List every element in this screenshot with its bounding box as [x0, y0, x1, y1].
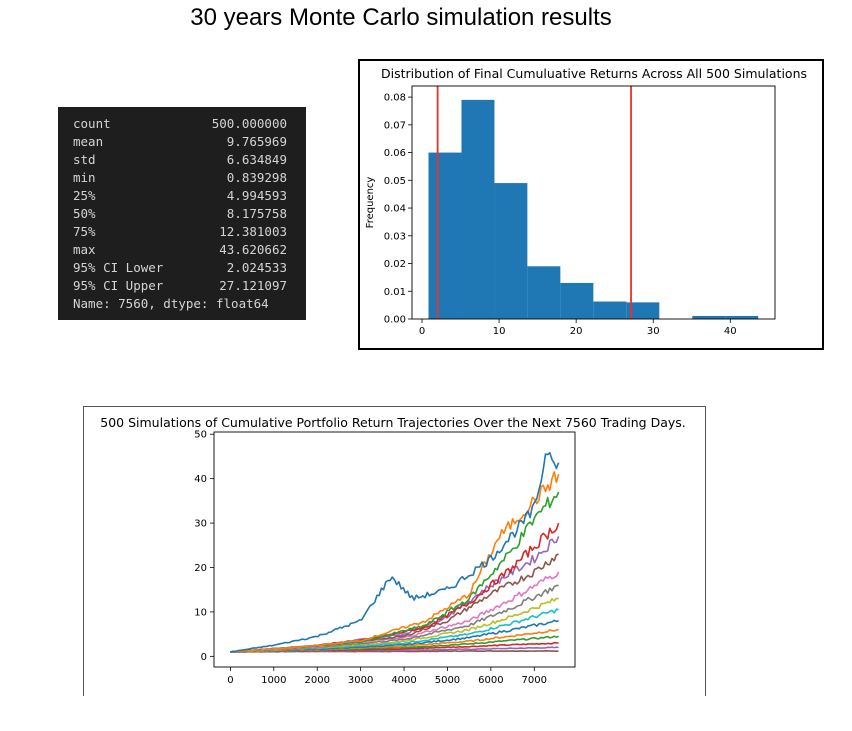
x-tick-label: 6000 — [478, 675, 503, 686]
y-tick-label: 30 — [194, 519, 207, 530]
stats-output-panel: count 500.000000 mean 9.765969 std 6.634849… — [58, 107, 306, 320]
histogram-bar — [725, 315, 759, 319]
y-tick-label: 0.00 — [384, 315, 406, 326]
y-tick-label: 0.06 — [384, 148, 406, 159]
histogram-bar — [527, 266, 561, 319]
y-tick-label: 0.08 — [384, 93, 406, 104]
stat-value: 9.765969 — [226, 134, 287, 149]
x-tick-label: 4000 — [391, 675, 416, 686]
x-tick-label: 20 — [570, 326, 583, 337]
histogram-chart: Distribution of Final Cumuluative Return… — [365, 66, 807, 337]
histogram-bar — [461, 99, 495, 319]
histogram-bar — [494, 183, 528, 319]
histogram-bar — [692, 315, 726, 319]
x-tick-label: 0 — [227, 675, 233, 686]
y-tick-label: 0.03 — [384, 231, 406, 242]
y-tick-label: 40 — [194, 474, 207, 485]
stat-value: 8.175758 — [226, 206, 287, 221]
histogram-plot-frame — [411, 85, 776, 320]
histogram-bar — [593, 301, 627, 319]
stat-row-ci-lower: 95% CI Lower 2.024533 — [73, 259, 306, 277]
x-tick-label: 3000 — [348, 675, 373, 686]
stat-row-max: max 43.620662 — [73, 241, 306, 259]
y-tick-label: 0.05 — [384, 176, 406, 187]
stat-label: max — [73, 242, 96, 257]
trajectory-plot-frame — [213, 431, 576, 668]
stat-label: std — [73, 152, 96, 167]
histogram-bar — [626, 302, 660, 319]
stat-label: mean — [73, 134, 104, 149]
stat-value: 27.121097 — [219, 278, 287, 293]
stat-value: 0.839298 — [226, 170, 287, 185]
y-tick-label: 20 — [194, 563, 207, 574]
stat-label: 95% CI Upper — [73, 278, 164, 293]
histogram-figure: Distribution of Final Cumuluative Return… — [358, 59, 824, 350]
histogram-bar — [560, 282, 594, 319]
x-tick-label: 2000 — [305, 675, 330, 686]
stat-label: min — [73, 170, 96, 185]
x-tick-label: 10 — [493, 326, 506, 337]
stat-label: 25% — [73, 188, 96, 203]
histogram-title: Distribution of Final Cumuluative Return… — [381, 66, 807, 81]
trajectory-title: 500 Simulations of Cumulative Portfolio … — [100, 415, 685, 430]
trajectory-line — [230, 451, 560, 653]
trajectory-chart: 500 Simulations of Cumulative Portfolio … — [100, 415, 685, 686]
stat-value: 500.000000 — [211, 116, 287, 131]
y-tick-label: 50 — [194, 430, 207, 441]
stat-value: 43.620662 — [219, 242, 287, 257]
stat-label: 95% CI Lower — [73, 260, 164, 275]
stat-row-ci-upper: 95% CI Upper 27.121097 — [73, 277, 306, 295]
trajectory-line — [230, 471, 560, 653]
stat-value: 6.634849 — [226, 152, 287, 167]
stat-value: 12.381003 — [219, 224, 287, 239]
y-tick-label: 0 — [201, 652, 207, 663]
stat-row-min: min 0.839298 — [73, 169, 306, 187]
y-tick-label: 0.01 — [384, 287, 406, 298]
stat-row-75pct: 75% 12.381003 — [73, 223, 306, 241]
page-title: 30 years Monte Carlo simulation results — [190, 4, 612, 31]
stat-row-50pct: 50% 8.175758 — [73, 205, 306, 223]
stat-value: 4.994593 — [226, 188, 287, 203]
y-tick-label: 0.07 — [384, 120, 406, 131]
stat-row-count: count 500.000000 — [73, 115, 306, 133]
stat-value: 2.024533 — [226, 260, 287, 275]
stat-row-mean: mean 9.765969 — [73, 133, 306, 151]
x-tick-label: 0 — [419, 326, 425, 337]
stat-row-std: std 6.634849 — [73, 151, 306, 169]
trajectory-line — [230, 553, 559, 653]
stat-label: 75% — [73, 224, 96, 239]
trajectory-figure: 500 Simulations of Cumulative Portfolio … — [83, 406, 706, 696]
y-tick-label: 10 — [194, 607, 207, 618]
histogram-y-axis-label: Frequency — [365, 177, 376, 229]
x-tick-label: 5000 — [435, 675, 460, 686]
y-tick-label: 0.04 — [384, 204, 406, 215]
stat-label: count — [73, 116, 111, 131]
y-tick-label: 0.02 — [384, 259, 406, 270]
x-tick-label: 7000 — [522, 675, 547, 686]
x-tick-label: 30 — [647, 326, 660, 337]
x-tick-label: 40 — [724, 326, 737, 337]
histogram-bar — [428, 152, 462, 319]
stat-row-25pct: 25% 4.994593 — [73, 187, 306, 205]
stat-footer: Name: 7560, dtype: float64 — [73, 296, 269, 311]
stat-label: 50% — [73, 206, 96, 221]
trajectory-line — [230, 536, 560, 653]
x-tick-label: 1000 — [261, 675, 286, 686]
